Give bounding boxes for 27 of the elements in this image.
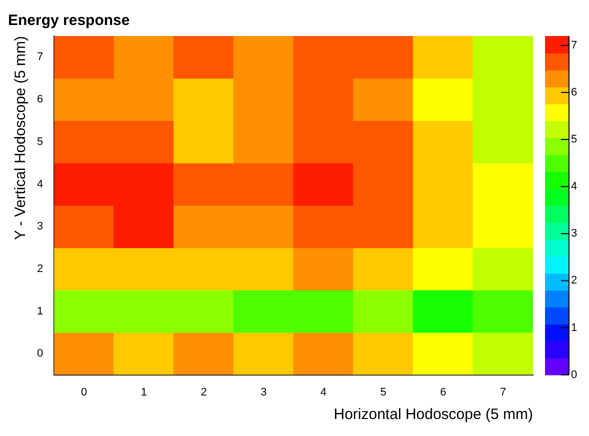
color-bar-label: 2 — [571, 274, 578, 287]
x-tick-label: 6 — [440, 386, 446, 398]
x-tick-label: 5 — [380, 386, 386, 398]
y-tick-label: 7 — [36, 51, 44, 64]
x-tick-label: 7 — [500, 386, 506, 398]
x-tick-label: 3 — [260, 386, 267, 398]
y-tick-label: 0 — [36, 348, 44, 360]
y-tick-label: 5 — [36, 136, 44, 148]
x-tick-label: 0 — [80, 386, 88, 398]
color-bar-label: 5 — [571, 134, 578, 146]
color-bar-label: 3 — [571, 228, 578, 240]
y-tick-label: 4 — [36, 178, 44, 190]
y-tick-label: 2 — [36, 262, 44, 275]
x-tick-label: 1 — [140, 386, 147, 398]
y-tick-label: 3 — [36, 220, 44, 233]
x-axis-title: Horizontal Hodoscope (5 mm) — [334, 406, 533, 424]
x-tick-label: 2 — [200, 386, 207, 398]
chart-title: Energy response — [8, 12, 130, 30]
x-tick-label: 4 — [320, 386, 327, 398]
color-bar-label: 7 — [571, 39, 578, 52]
color-bar-label: 1 — [571, 322, 578, 334]
y-tick-label: 6 — [36, 94, 44, 106]
y-axis-title: Y - Vertical Hodoscope (5 mm) — [12, 36, 30, 240]
color-bar-label: 6 — [571, 86, 578, 98]
color-bar-label: 4 — [571, 180, 578, 193]
y-tick-label: 1 — [36, 305, 44, 318]
color-bar-label: 0 — [571, 368, 578, 381]
